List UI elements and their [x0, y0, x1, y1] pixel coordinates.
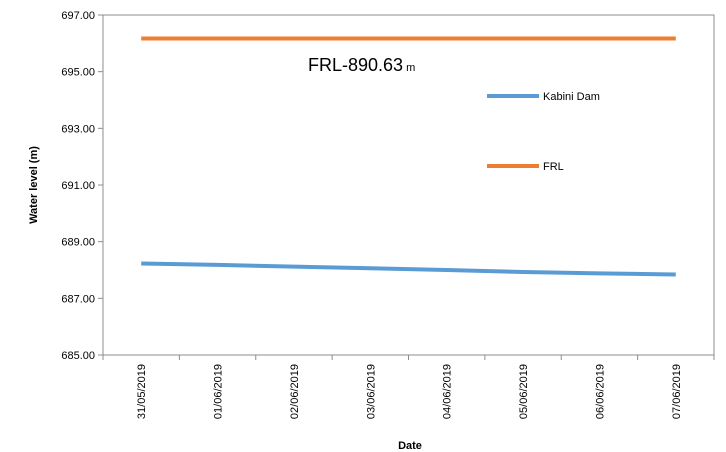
series-layer [141, 36, 676, 277]
x-tick-label: 06/06/2019 [594, 364, 606, 419]
x-tick-label: 03/06/2019 [365, 364, 377, 419]
y-axis-title: Water level (m) [28, 146, 40, 224]
x-axis-title: Date [398, 440, 422, 452]
y-tick-label: 697.00 [61, 10, 95, 22]
x-tick-label: 01/06/2019 [213, 364, 225, 419]
plot-area-frame [102, 14, 715, 356]
x-tick-label: 05/06/2019 [518, 364, 530, 419]
frl-annotation-text: FRL-890.63 [308, 55, 403, 75]
y-tick-label: 691.00 [61, 180, 95, 192]
frl-annotation: FRL-890.63 m [308, 55, 415, 75]
y-axis-ticks: 685.00 687.00 689.00 691.00 693.00 695.00 697.… [61, 10, 103, 362]
y-tick-label: 687.00 [61, 293, 95, 305]
legend-label-frl: FRL [543, 161, 564, 173]
x-tick-label: 31/05/2019 [136, 364, 148, 419]
y-tick-label: 689.00 [61, 237, 95, 249]
legend: Kabini Dam FRL [487, 91, 600, 173]
frl-annotation-unit: m [406, 62, 415, 74]
y-tick-label: 695.00 [61, 67, 95, 79]
x-tick-label: 02/06/2019 [289, 364, 301, 419]
legend-label-kabini-dam: Kabini Dam [543, 91, 600, 103]
y-tick-label: 685.00 [61, 350, 95, 362]
x-tick-label: 07/06/2019 [671, 364, 683, 419]
x-axis-ticks: 31/05/2019 01/06/2019 02/06/2019 03/06/2019… [102, 355, 715, 419]
y-tick-label: 693.00 [61, 123, 95, 135]
x-tick-label: 04/06/2019 [442, 364, 454, 419]
series-line-kabini-dam [141, 261, 676, 277]
